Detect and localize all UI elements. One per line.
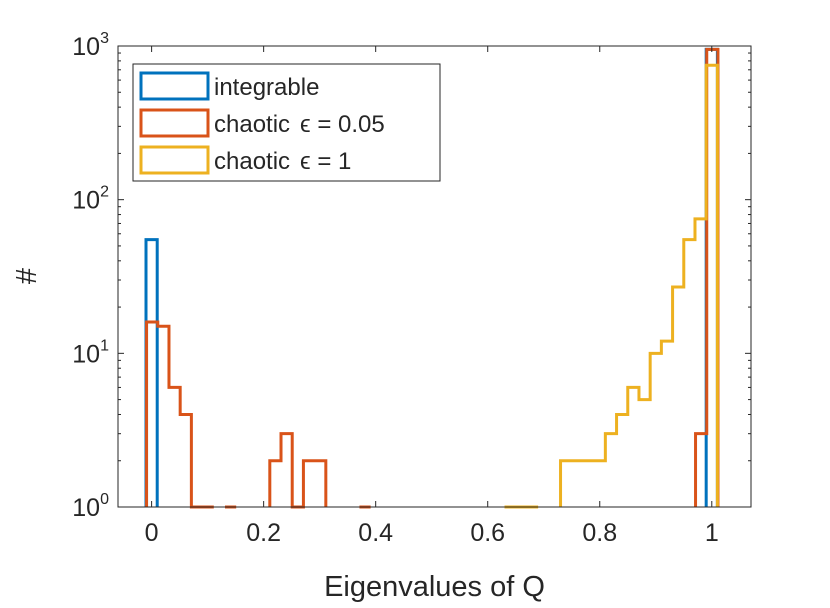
legend-entry-0: integrable xyxy=(139,71,319,101)
y-tick-label: 102 xyxy=(72,184,109,215)
bar-1-0 xyxy=(147,322,158,507)
ticks-layer: 0 0.2 0.4 0.6 0.8 1 100 101 102 103 xyxy=(72,30,751,547)
bar-1-1 xyxy=(158,326,169,507)
bar-1-2 xyxy=(169,387,180,507)
bar-2-2 xyxy=(605,434,616,507)
legend-label: chaotic ϵ = 1 xyxy=(214,148,351,175)
bar-1-10 xyxy=(303,461,314,507)
bar-2-11 xyxy=(706,65,717,507)
legend: integrable chaotic ϵ = 0.05 chaotic ϵ = 1 xyxy=(132,63,441,182)
bar-2-1 xyxy=(561,461,606,507)
bar-1-11 xyxy=(315,461,326,507)
y-tick-label: 103 xyxy=(72,30,109,61)
legend-label: integrable xyxy=(214,74,319,101)
y-axis-label: # xyxy=(11,268,43,284)
bar-2-4 xyxy=(628,387,639,507)
bar-2-6 xyxy=(650,353,661,507)
x-tick-label: 0.6 xyxy=(470,519,505,547)
x-axis-label: Eigenvalues of Q xyxy=(324,571,545,603)
legend-label: chaotic ϵ = 0.05 xyxy=(214,111,385,138)
x-tick-label: 0.8 xyxy=(582,519,617,547)
bar-2-8 xyxy=(673,287,684,507)
x-tick-label: 1 xyxy=(705,519,719,547)
legend-swatch xyxy=(139,145,210,175)
bar-1-8 xyxy=(281,434,292,507)
legend-box xyxy=(132,63,441,182)
bar-1-3 xyxy=(180,414,191,507)
legend-entry-1: chaotic ϵ = 0.05 xyxy=(139,108,385,138)
plot-frame xyxy=(117,45,752,508)
y-tick-label: 100 xyxy=(72,491,109,522)
legend-swatch xyxy=(139,108,210,138)
bar-2-10 xyxy=(695,219,706,507)
y-tick-label: 101 xyxy=(72,337,109,368)
bar-2-9 xyxy=(684,240,695,507)
bar-1-7 xyxy=(270,461,281,507)
legend-swatch xyxy=(139,71,210,101)
x-tick-label: 0 xyxy=(145,519,159,547)
bar-2-7 xyxy=(661,341,672,507)
legend-entry-2: chaotic ϵ = 1 xyxy=(139,145,351,175)
x-tick-label: 0.2 xyxy=(246,519,281,547)
x-tick-label: 0.4 xyxy=(358,519,393,547)
bar-2-5 xyxy=(639,400,650,507)
bar-2-3 xyxy=(617,414,628,507)
